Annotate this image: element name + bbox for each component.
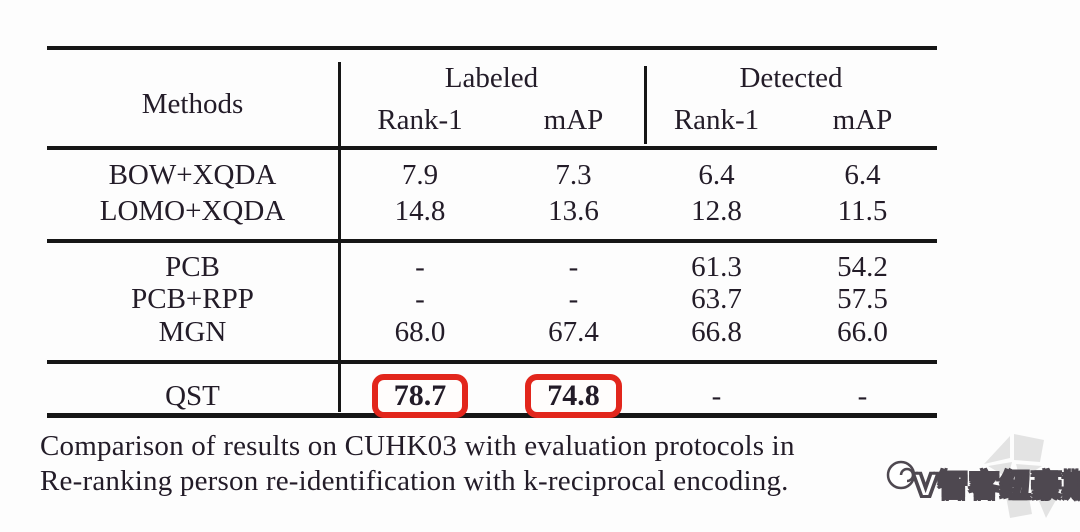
method-name: LOMO+XQDA	[99, 195, 286, 227]
highlighted-metric: 78.7	[338, 374, 502, 418]
method-name: PCB	[165, 251, 220, 283]
detected-group-header: Detected	[739, 62, 843, 94]
red-highlight-box: 78.7	[371, 374, 469, 418]
watermark-text: V智客纽豪斯	[913, 468, 1080, 505]
metric-value: -	[568, 251, 579, 283]
table-row: QST 78.7 74.8 - -	[47, 374, 937, 418]
figure-caption: Comparison of results on CUHK03 with eva…	[40, 429, 1050, 499]
metric-value: -	[415, 251, 425, 283]
metric-value: -	[568, 283, 579, 315]
metric-value: -	[857, 379, 868, 412]
book-logo-icon	[984, 434, 1056, 518]
metric-value: 6.4	[698, 159, 735, 191]
table-row: LOMO+XQDA 14.8 13.6 12.8 11.5	[47, 195, 937, 227]
metric-value: 78.7	[393, 379, 447, 412]
group2-divider-rule	[47, 360, 937, 364]
method-name: QST	[165, 379, 220, 412]
metric-value: 66.8	[691, 316, 742, 348]
methods-header: Methods	[141, 88, 244, 120]
table-subheader-row: Rank-1 mAP Rank-1 mAP	[47, 104, 937, 136]
detected-rank1-header: Rank-1	[673, 104, 760, 136]
metric-value: 63.7	[691, 283, 742, 315]
metric-value: 74.8	[547, 379, 600, 412]
detected-map-header: mAP	[832, 104, 893, 136]
method-name: BOW+XQDA	[108, 159, 277, 191]
metric-value: -	[415, 283, 425, 315]
metric-value: 13.6	[548, 195, 599, 227]
metric-value: -	[711, 379, 722, 412]
caption-line-2: Re-ranking person re-identification with…	[40, 465, 789, 497]
metric-value: 7.3	[555, 159, 592, 191]
method-name: PCB+RPP	[131, 283, 254, 315]
table-row: PCB+RPP - - 63.7 57.5	[47, 283, 937, 315]
labeled-map-header: mAP	[543, 104, 604, 136]
swirl-circle-icon	[886, 460, 916, 490]
metric-value: 61.3	[691, 251, 742, 283]
metric-value: 68.0	[394, 316, 446, 348]
metric-value: 12.8	[691, 195, 742, 227]
labeled-detected-divider	[644, 66, 647, 144]
method-name: MGN	[158, 316, 227, 348]
table-methods-header-row: Methods	[47, 88, 937, 120]
metric-value: 57.5	[837, 283, 888, 315]
metric-value: 6.4	[844, 159, 881, 191]
metric-value: 67.4	[548, 316, 599, 348]
header-bottom-rule	[47, 146, 937, 150]
table-bottom-rule	[47, 413, 937, 418]
metric-value: 54.2	[837, 251, 888, 283]
highlighted-metric: 74.8	[502, 374, 645, 418]
results-table: Labeled Detected Methods Rank-1 mAP Rank…	[47, 46, 937, 418]
table-row: MGN 68.0 67.4 66.8 66.0	[47, 316, 937, 348]
metric-value: 14.8	[394, 195, 446, 227]
labeled-rank1-header: Rank-1	[377, 104, 463, 136]
table-top-rule	[47, 46, 937, 50]
methods-column-divider	[338, 62, 341, 412]
caption-line-1: Comparison of results on CUHK03 with eva…	[40, 430, 795, 462]
table-group-header-row: Labeled Detected	[47, 62, 937, 94]
table-row: BOW+XQDA 7.9 7.3 6.4 6.4	[47, 159, 937, 191]
metric-value: 11.5	[837, 195, 888, 227]
metric-value: 7.9	[401, 159, 439, 191]
red-highlight-box: 74.8	[525, 374, 622, 418]
metric-value: 66.0	[837, 316, 888, 348]
group1-divider-rule	[47, 239, 937, 243]
table-row: PCB - - 61.3 54.2	[47, 251, 937, 283]
labeled-group-header: Labeled	[444, 62, 539, 94]
